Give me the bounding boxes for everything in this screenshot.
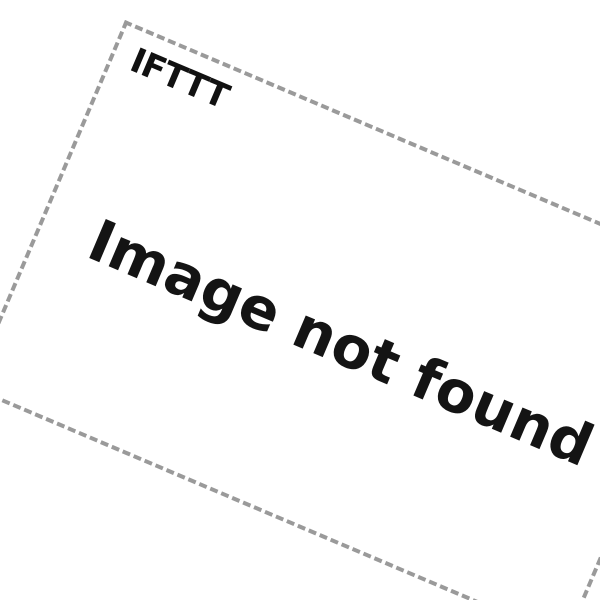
ifttt-logo: IFTTT bbox=[124, 40, 235, 118]
image-placeholder-card: IFTTT Image not found bbox=[0, 20, 600, 600]
image-not-found-message: Image not found bbox=[78, 206, 600, 480]
